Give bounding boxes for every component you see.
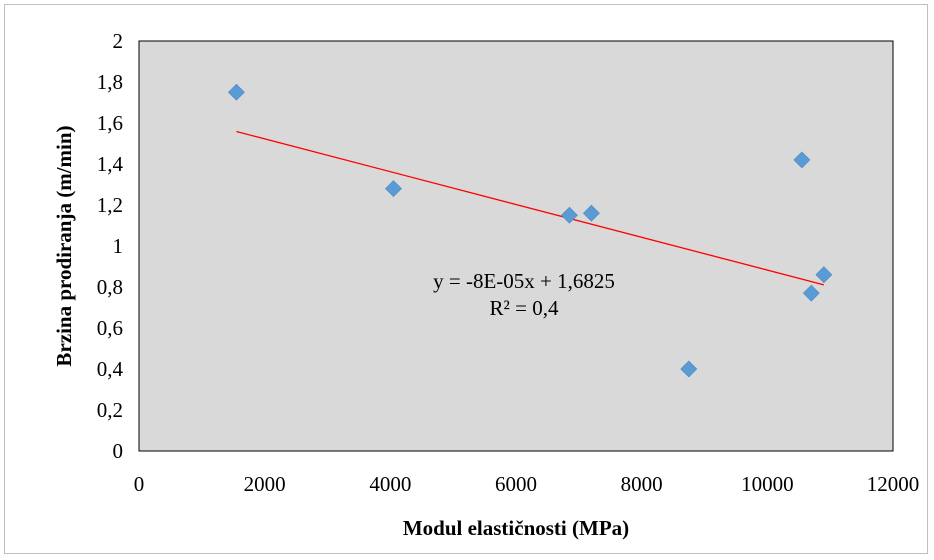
y-tick-label: 1,2 — [97, 193, 123, 217]
x-tick-label: 10000 — [741, 472, 794, 496]
x-tick-label: 4000 — [369, 472, 411, 496]
x-tick-label: 0 — [134, 472, 145, 496]
scatter-chart: 0 0,2 0,4 0,6 0,8 1 1,2 1,4 1,6 1,8 2 0 2000 4000 600… — [52, 29, 920, 540]
y-tick-label: 1,4 — [97, 152, 124, 176]
y-tick-label: 1,8 — [97, 70, 123, 94]
y-tick-label: 1,6 — [97, 111, 123, 135]
data-point — [227, 83, 245, 101]
data-point — [560, 206, 578, 224]
x-tick-label: 8000 — [621, 472, 663, 496]
data-point — [680, 360, 698, 378]
y-tick-label: 0,8 — [97, 275, 123, 299]
data-points — [227, 83, 833, 378]
y-tick-label: 0 — [113, 439, 124, 463]
data-point — [815, 266, 833, 284]
y-tick-label: 0,2 — [97, 398, 123, 422]
x-tick-label: 2000 — [244, 472, 286, 496]
y-tick-label: 0,4 — [97, 357, 124, 381]
x-axis-title: Modul elastičnosti (MPa) — [403, 516, 629, 540]
x-axis-tick-labels: 0 2000 4000 6000 8000 10000 12000 — [134, 472, 920, 496]
data-point — [793, 151, 811, 169]
x-tick-label: 6000 — [495, 472, 537, 496]
y-axis-title: Brzina prodiranja (m/min) — [52, 125, 76, 366]
r-squared-label: R² = 0,4 — [490, 296, 559, 320]
data-point — [582, 204, 600, 222]
data-point — [385, 180, 402, 198]
y-tick-label: 1 — [113, 234, 124, 258]
trendline-equation: y = -8E-05x + 1,6825 — [433, 269, 615, 293]
trendline — [236, 130, 825, 286]
data-point — [802, 284, 820, 302]
y-axis-tick-labels: 0 0,2 0,4 0,6 0,8 1 1,2 1,4 1,6 1,8 2 — [97, 29, 124, 463]
chart-container: 0 0,2 0,4 0,6 0,8 1 1,2 1,4 1,6 1,8 2 0 2000 4000 600… — [4, 4, 928, 554]
x-tick-label: 12000 — [867, 472, 920, 496]
y-tick-label: 0,6 — [97, 316, 123, 340]
plot-area — [138, 40, 894, 452]
y-tick-label: 2 — [113, 29, 124, 53]
